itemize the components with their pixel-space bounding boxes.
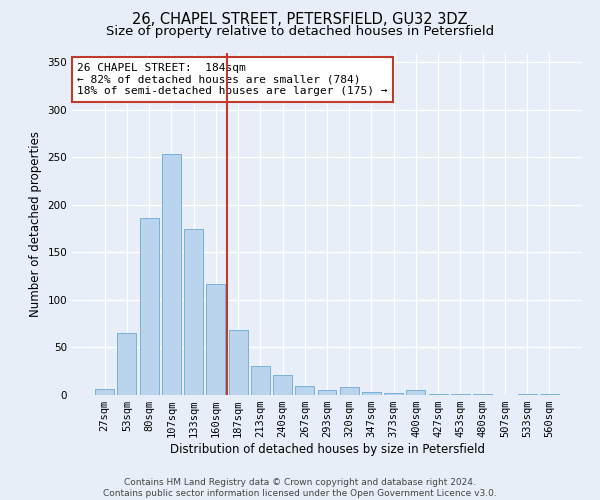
Bar — [317, 390, 337, 395]
Bar — [273, 375, 292, 395]
Bar — [362, 392, 381, 395]
Bar — [540, 394, 559, 395]
Bar — [229, 330, 248, 395]
Text: 26, CHAPEL STREET, PETERSFIELD, GU32 3DZ: 26, CHAPEL STREET, PETERSFIELD, GU32 3DZ — [132, 12, 468, 28]
Bar — [473, 394, 492, 395]
Bar — [518, 394, 536, 395]
Bar — [118, 333, 136, 395]
Bar — [162, 154, 181, 395]
Y-axis label: Number of detached properties: Number of detached properties — [29, 130, 42, 317]
Bar — [251, 366, 270, 395]
Bar — [406, 390, 425, 395]
X-axis label: Distribution of detached houses by size in Petersfield: Distribution of detached houses by size … — [170, 443, 485, 456]
Bar — [340, 388, 359, 395]
Bar — [429, 394, 448, 395]
Text: Size of property relative to detached houses in Petersfield: Size of property relative to detached ho… — [106, 25, 494, 38]
Bar — [184, 228, 203, 395]
Bar — [95, 390, 114, 395]
Bar — [384, 393, 403, 395]
Text: 26 CHAPEL STREET:  184sqm
← 82% of detached houses are smaller (784)
18% of semi: 26 CHAPEL STREET: 184sqm ← 82% of detach… — [77, 63, 388, 96]
Bar — [206, 284, 225, 395]
Bar — [451, 394, 470, 395]
Bar — [140, 218, 158, 395]
Text: Contains HM Land Registry data © Crown copyright and database right 2024.
Contai: Contains HM Land Registry data © Crown c… — [103, 478, 497, 498]
Bar — [295, 386, 314, 395]
